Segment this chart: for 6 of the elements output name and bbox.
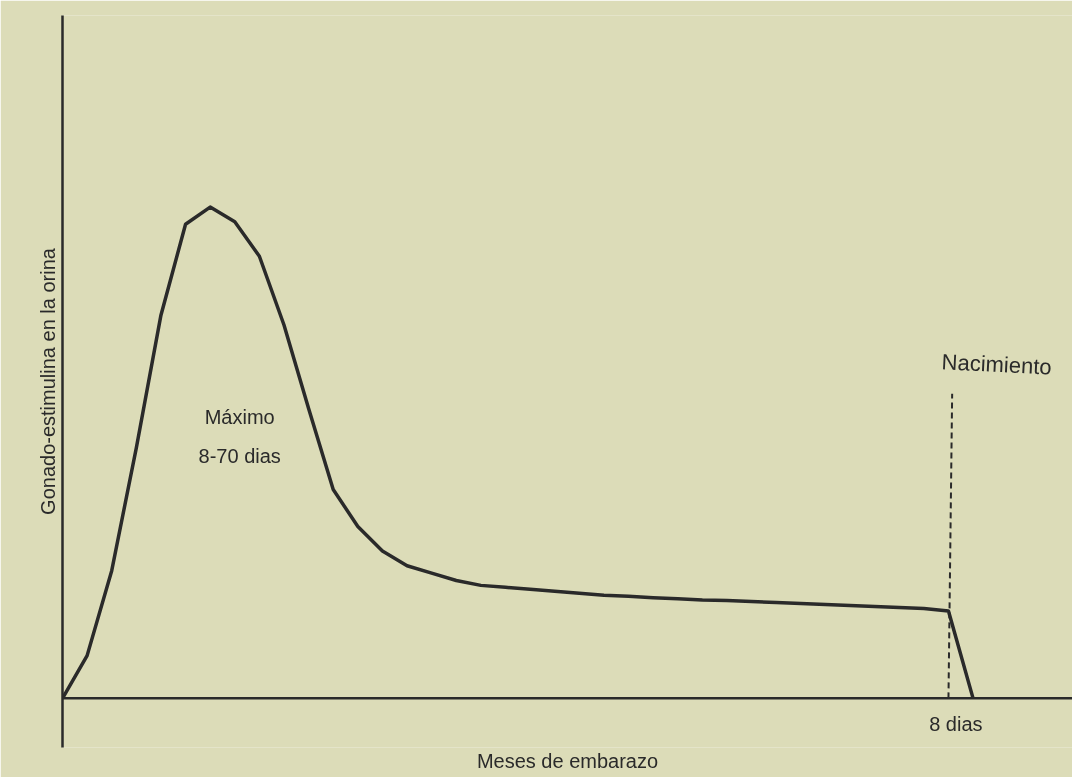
annotation: Máximo xyxy=(204,406,275,429)
x-axis-title: Meses de embarazo xyxy=(476,749,659,772)
annotation: 8-70 dias xyxy=(198,445,281,468)
y-axis-title: Gonado-estimulina en la orina xyxy=(36,247,59,515)
text: Nacimiento xyxy=(941,349,1053,380)
text: 8 dias xyxy=(929,713,983,736)
